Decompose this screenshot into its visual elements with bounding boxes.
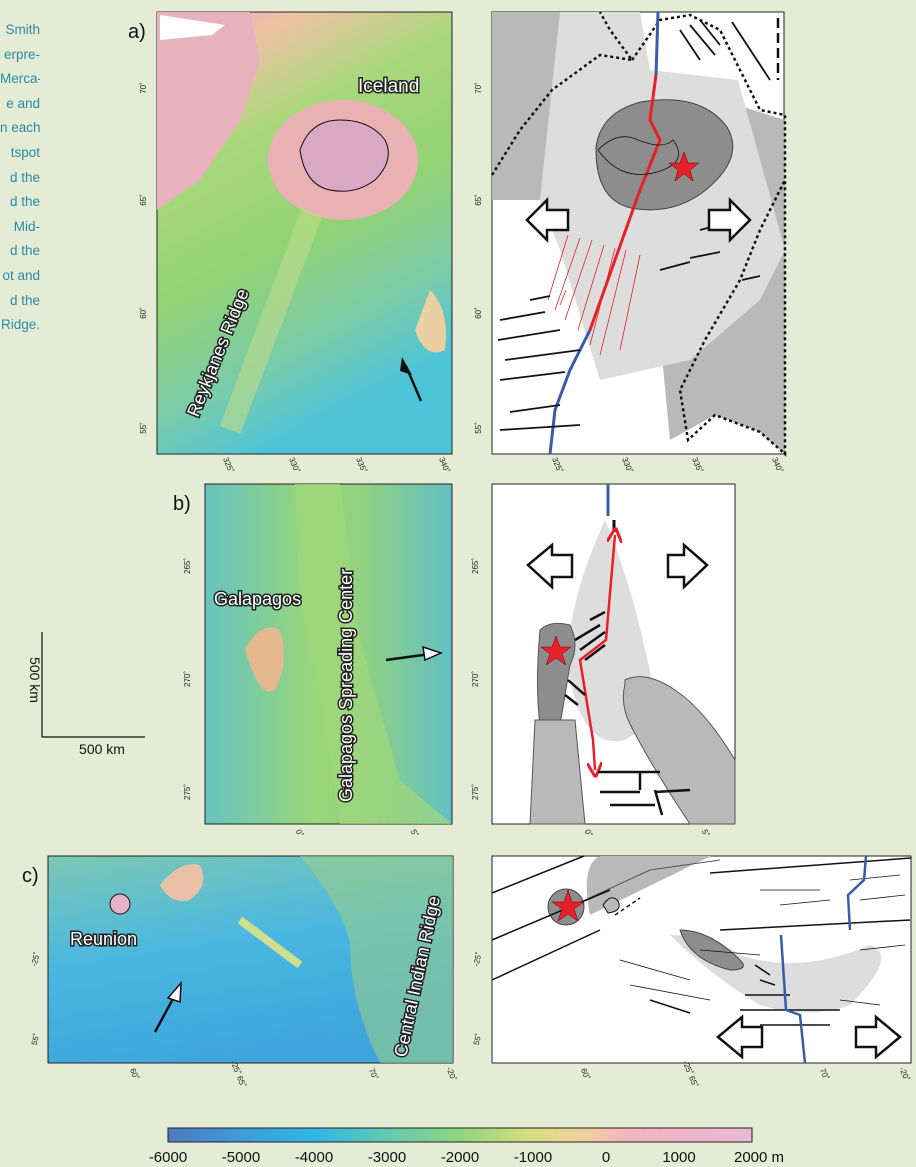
plate-motion-arrow-a (400, 357, 423, 402)
lon-tick-label: 70˚ (818, 1067, 831, 1081)
colorbar-tick-label: -4000 (295, 1149, 333, 1166)
lon-tick-label: -20˚ (897, 1066, 911, 1083)
caption-line: d the (9, 169, 40, 185)
lon-tick-label: 5˚ (700, 828, 711, 838)
panel-a-map (156, 11, 453, 455)
lon-tick-label: 325˚ (221, 456, 235, 475)
lat-tick-label: -25˚ (29, 951, 41, 967)
lat-tick-label: -25˚ (471, 951, 483, 967)
lat-tick-label: 265˚ (471, 558, 480, 574)
panel-c-map (47, 855, 454, 1064)
lat-tick-label: 55˚ (474, 422, 483, 434)
lat-tick-label: 70˚ (474, 82, 483, 94)
lon-tick-label: 0˚ (294, 828, 305, 838)
lon-tick-label: 60˚ (579, 1067, 592, 1081)
colorbar-tick-label: -3000 (368, 1149, 406, 1166)
colorbar (167, 1127, 753, 1143)
lon-tick-label: 340˚ (770, 456, 784, 475)
lon-tick-label: 70˚ (367, 1067, 380, 1081)
colorbar-tick-label: -1000 (514, 1149, 552, 1166)
lat-tick-label: 270˚ (183, 671, 192, 687)
plate-motion-arrow-b (385, 645, 444, 662)
scale-bar-horizontal-label: 500 km (79, 741, 125, 757)
lat-tick-label: 55˚ (30, 1032, 42, 1046)
lon-tick-label: 340˚ (437, 456, 451, 475)
panel-a-interpretation (490, 11, 787, 457)
caption-line: Smith (5, 22, 40, 37)
plate-motion-arrow-c (153, 980, 182, 1033)
colorbar-tick-label: -6000 (149, 1149, 187, 1166)
caption-line: n each (0, 120, 40, 136)
lon-tick-label: 330˚ (620, 456, 634, 475)
caption-line: d the (9, 243, 40, 259)
lat-tick-label: 270˚ (471, 671, 480, 687)
colorbar-tick-label: 1000 (662, 1149, 695, 1166)
colorbar-tick-label: 2000 m (734, 1149, 784, 1166)
scale-bar-vertical-label: 500 km (27, 657, 43, 703)
lon-tick-label: -25˚ 65˚ (681, 1059, 700, 1089)
lon-tick-label: 335˚ (354, 456, 368, 475)
feature-label-galapagos-spreading-center: Galapagos Spreading Center (336, 569, 356, 802)
caption-line: Mid- (13, 218, 40, 234)
panel-b-interpretation (491, 483, 736, 825)
lon-tick-label: 60˚ (128, 1067, 141, 1081)
lat-tick-label: 275˚ (471, 784, 480, 800)
feature-label-galapagos: Galapagos (214, 589, 301, 609)
caption-line: d the (9, 292, 40, 308)
lon-tick-label: -20˚ (444, 1066, 458, 1083)
lon-tick-label: -25˚ 65˚ (229, 1059, 248, 1089)
panel-c-interpretation (491, 855, 912, 1064)
caption-line: Merca- (0, 71, 40, 87)
caption-line: d the (9, 194, 40, 210)
scale-bar (41, 632, 145, 738)
lon-tick-label: 0˚ (583, 828, 594, 838)
figure-caption: Smith erpre- Merca-e and n each tspot d the d … (0, 18, 40, 338)
lon-tick-label: 330˚ (287, 456, 301, 475)
lat-tick-label: 275˚ (183, 784, 192, 800)
colorbar-tick-label: -5000 (222, 1149, 260, 1166)
lon-tick-label: 335˚ (690, 456, 704, 475)
lon-tick-label: 5˚ (409, 828, 420, 838)
caption-line: e and (6, 95, 40, 111)
lat-tick-label: 55˚ (139, 422, 148, 434)
caption-line: ot and (2, 267, 40, 283)
feature-label-reunion: Reunion (70, 929, 137, 949)
caption-line: erpre- (3, 46, 40, 62)
colorbar-tick-label: 0 (602, 1149, 610, 1166)
lat-tick-label: 55˚ (472, 1032, 484, 1046)
lat-tick-label: 65˚ (474, 194, 483, 206)
lat-tick-label: 60˚ (139, 307, 148, 319)
colorbar-tick-label: -2000 (441, 1149, 479, 1166)
caption-line: Ridge. (0, 317, 40, 333)
panel-a-label: a) (128, 21, 146, 43)
panel-b-map (204, 483, 453, 825)
panel-b-label: b) (173, 493, 191, 515)
lat-tick-label: 70˚ (139, 82, 148, 94)
lon-tick-label: 325˚ (550, 456, 564, 475)
feature-label-iceland: Iceland (358, 76, 419, 97)
lat-tick-label: 265˚ (183, 558, 192, 574)
lat-tick-label: 60˚ (474, 307, 483, 319)
lat-tick-label: 65˚ (139, 194, 148, 206)
caption-line: tspot (10, 144, 40, 160)
panel-c-label: c) (22, 865, 39, 887)
